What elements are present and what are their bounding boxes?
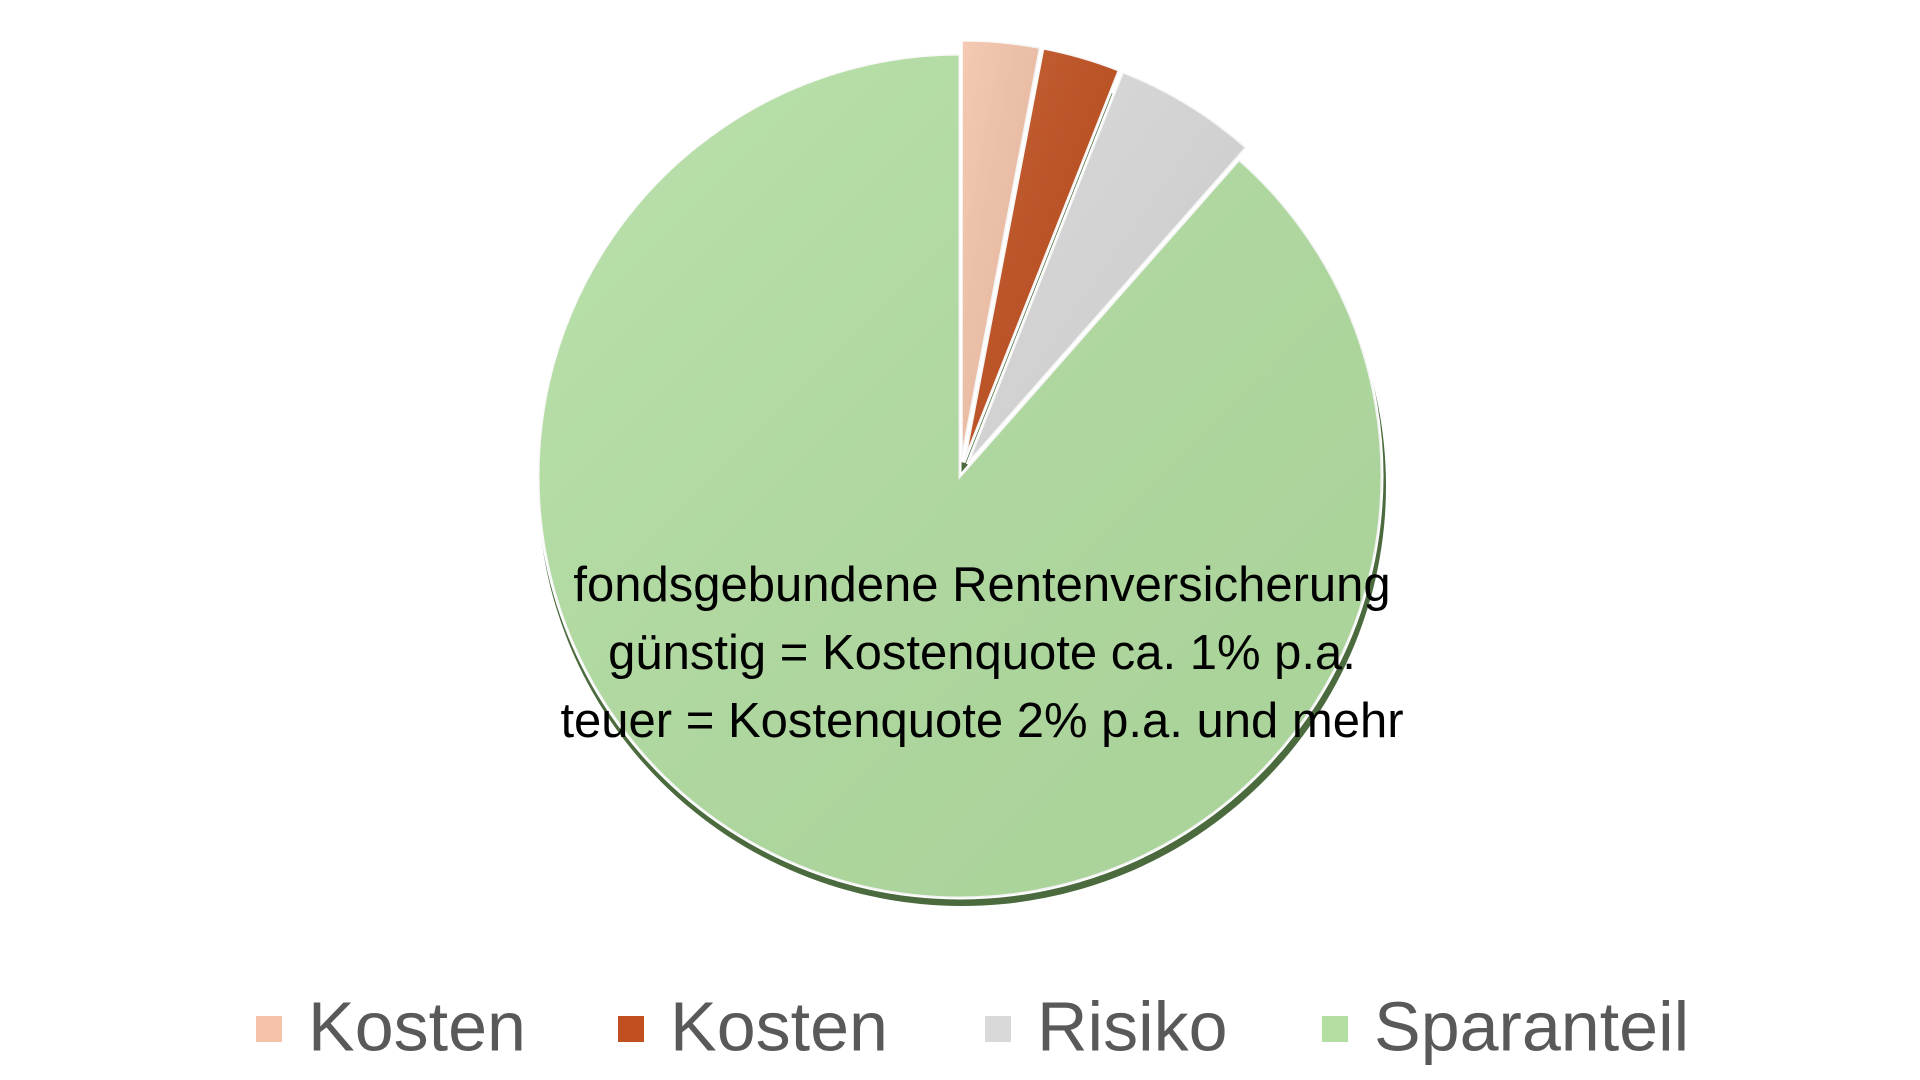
legend-item[interactable]: Risiko — [985, 987, 1228, 1065]
legend-swatch — [256, 1016, 282, 1042]
legend-label: Sparanteil — [1374, 987, 1689, 1065]
legend-label: Kosten — [308, 987, 526, 1065]
slice-shade — [967, 71, 1247, 465]
slice-shade — [963, 48, 1120, 463]
legend-swatch — [985, 1016, 1011, 1042]
legend-item[interactable]: Kosten — [618, 987, 888, 1065]
annotation: fondsgebundene Rentenversicherung — [573, 558, 1390, 612]
slice-shade — [537, 54, 1382, 899]
annotation: günstig = Kostenquote ca. 1% p.a. — [608, 626, 1356, 680]
legend-swatch — [1322, 1016, 1348, 1042]
annotation: teuer = Kostenquote 2% p.a. und mehr — [560, 694, 1403, 748]
legend-item[interactable]: Sparanteil — [1322, 987, 1689, 1065]
legend-label: Risiko — [1037, 987, 1228, 1065]
slice-shade — [961, 40, 1041, 463]
legend-item[interactable]: Kosten — [256, 987, 526, 1065]
legend-label: Kosten — [670, 987, 888, 1065]
legend-swatch — [618, 1016, 644, 1042]
